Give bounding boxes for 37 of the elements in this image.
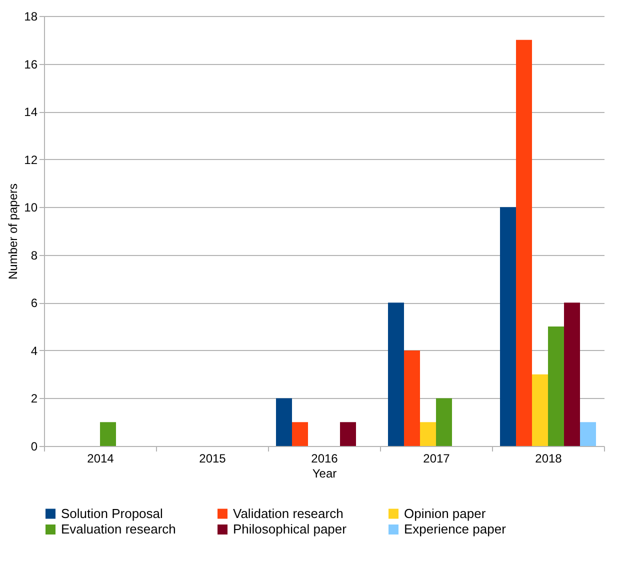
- bar: [580, 422, 596, 446]
- legend-label: Opinion paper: [404, 506, 486, 521]
- legend-label: Philosophical paper: [233, 522, 348, 536]
- y-tick-label: 4: [30, 344, 38, 358]
- bar: [100, 422, 116, 446]
- y-tick-label: 18: [24, 10, 38, 24]
- bar: [532, 374, 548, 446]
- y-tick-label: 6: [30, 296, 38, 310]
- y-tick-label: 2: [30, 392, 38, 406]
- y-tick-label: 14: [24, 105, 38, 120]
- y-tick-label: 0: [30, 440, 38, 454]
- x-tick-label: 2017: [423, 452, 450, 466]
- x-tick-label: 2018: [535, 452, 562, 466]
- bar: [340, 422, 356, 446]
- x-tick-label: 2014: [87, 452, 114, 466]
- bar: [388, 302, 404, 446]
- y-tick-label: 8: [30, 248, 38, 262]
- x-axis-title: Year: [312, 466, 337, 480]
- legend-label: Solution Proposal: [61, 506, 164, 521]
- bar: [500, 207, 516, 446]
- y-axis-title: Number of papers: [6, 183, 20, 280]
- bar: [516, 40, 532, 446]
- x-tick-label: 2016: [311, 452, 338, 466]
- x-tick-label: 2015: [199, 452, 226, 466]
- y-tick-label: 10: [24, 200, 38, 215]
- bar: [564, 302, 580, 446]
- bar: [436, 398, 452, 446]
- bar: [292, 422, 308, 446]
- y-tick-label: 16: [24, 57, 38, 72]
- y-tick-label: 12: [24, 152, 38, 167]
- legend-label: Validation research: [233, 506, 344, 521]
- bar: [276, 398, 292, 446]
- bar: [420, 422, 436, 446]
- bar: [404, 350, 420, 446]
- legend-label: Evaluation research: [61, 522, 176, 536]
- legend-label: Experience paper: [404, 522, 507, 536]
- bar: [548, 326, 564, 446]
